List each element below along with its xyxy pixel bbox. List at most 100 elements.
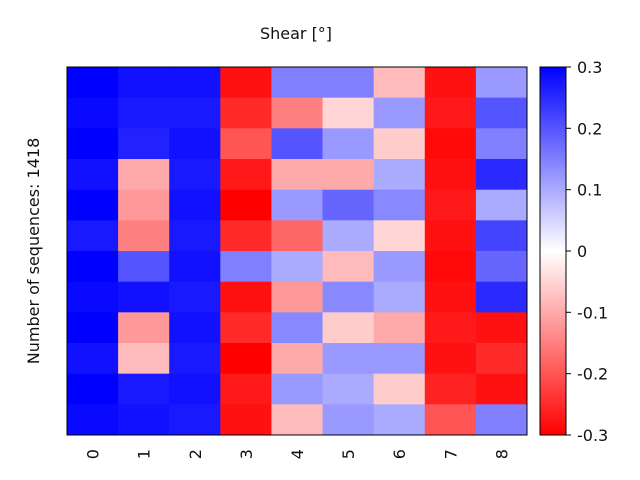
heatmap-cell: [373, 67, 426, 99]
heatmap-cell: [373, 189, 426, 221]
x-tick-label: 0: [84, 449, 103, 459]
x-tick-label: 8: [492, 449, 511, 459]
colorbar-tick-label: 0.3: [577, 58, 602, 77]
heatmap-cell: [118, 373, 170, 405]
heatmap-cell: [67, 281, 119, 313]
heatmap-cell: [322, 251, 375, 283]
heatmap-cell: [475, 189, 528, 221]
heatmap-cell: [322, 343, 375, 375]
heatmap-cell: [322, 281, 375, 313]
heatmap-cell: [169, 67, 221, 99]
heatmap-cell: [424, 220, 477, 252]
heatmap-cell: [67, 251, 119, 283]
heatmap-cell: [169, 312, 221, 344]
heatmap-cell: [424, 281, 477, 313]
heatmap-cell: [373, 251, 426, 283]
heatmap-cell: [424, 373, 477, 405]
heatmap-cell: [424, 97, 477, 129]
heatmap-cell: [169, 220, 221, 252]
heatmap-cell: [118, 251, 170, 283]
heatmap-cell: [67, 404, 119, 436]
heatmap-cell: [475, 281, 528, 313]
heatmap-cell: [169, 373, 221, 405]
colorbar-tick-label: 0: [577, 242, 587, 261]
heatmap-cell: [373, 343, 426, 375]
heatmap-cell: [67, 128, 119, 160]
x-tick-label: 5: [339, 449, 358, 459]
colorbar-tick-label: 0.1: [577, 181, 602, 200]
heatmap-cell: [67, 220, 119, 252]
heatmap-cell: [67, 343, 119, 375]
heatmap-cell: [373, 97, 426, 129]
heatmap-cell: [169, 343, 221, 375]
heatmap-cell: [322, 159, 375, 191]
heatmap-cell: [475, 312, 528, 344]
heatmap-cell: [424, 159, 477, 191]
heatmap-cell: [220, 189, 272, 221]
heatmap-cell: [271, 251, 324, 283]
heatmap-cell: [373, 281, 426, 313]
colorbar-tick-label: -0.1: [577, 303, 608, 322]
heatmap-cell: [118, 312, 170, 344]
heatmap-cell: [271, 404, 324, 436]
x-tick-label: 7: [441, 449, 460, 459]
plot-frame: [66, 66, 528, 436]
x-tick-label: 3: [237, 449, 256, 459]
heatmap-cell: [271, 159, 324, 191]
heatmap-cell: [67, 67, 119, 99]
heatmap-cell: [118, 220, 170, 252]
heatmap-cell: [373, 128, 426, 160]
heatmap-cell: [475, 159, 528, 191]
heatmap-cell: [424, 128, 477, 160]
heatmap-cell: [475, 128, 528, 160]
heatmap-cell: [424, 404, 477, 436]
colorbar-ticks: 0.3 0.2 0.1 0 -0.1 -0.2 -0.3: [566, 58, 608, 445]
colorbar-tick-label: -0.2: [577, 365, 608, 384]
heatmap-cell: [118, 404, 170, 436]
heatmap-cell: [475, 67, 528, 99]
heatmap-cell: [424, 251, 477, 283]
heatmap-cell: [322, 373, 375, 405]
heatmap-cell: [169, 404, 221, 436]
heatmap-cell: [424, 67, 477, 99]
heatmap-cell: [271, 312, 324, 344]
heatmap-cell: [169, 189, 221, 221]
heatmap-cell: [220, 373, 272, 405]
heatmap-cell: [424, 189, 477, 221]
x-tick-label: 1: [135, 449, 154, 459]
colorbar-tick-label: -0.3: [577, 426, 608, 445]
heatmap-cell: [220, 159, 272, 191]
heatmap-cell: [67, 312, 119, 344]
heatmap-cell: [220, 128, 272, 160]
heatmap-cell: [220, 312, 272, 344]
heatmap-cell: [322, 312, 375, 344]
heatmap-cell: [271, 97, 324, 129]
heatmap-cell: [373, 312, 426, 344]
heatmap-cell: [322, 404, 375, 436]
heatmap-cell: [118, 189, 170, 221]
heatmap-cell: [169, 281, 221, 313]
heatmap-cell: [67, 97, 119, 129]
heatmap-cell: [220, 281, 272, 313]
colorbar: [539, 66, 567, 436]
heatmap-cell: [322, 97, 375, 129]
heatmap-cell: [118, 343, 170, 375]
colorbar-tick-label: 0.2: [577, 119, 602, 138]
heatmap-cell: [475, 251, 528, 283]
heatmap-cell: [424, 343, 477, 375]
heatmap-cell: [118, 97, 170, 129]
heatmap-cell: [322, 189, 375, 221]
heatmap-cell: [271, 128, 324, 160]
heatmap-cell: [271, 67, 324, 99]
heatmap-cell: [118, 281, 170, 313]
heatmap-cell: [118, 159, 170, 191]
heatmap-cell: [220, 97, 272, 129]
heatmap-cell: [67, 189, 119, 221]
heatmap-cell: [118, 67, 170, 99]
heatmap-cell: [475, 97, 528, 129]
heatmap-cell: [373, 159, 426, 191]
heatmap-cell: [271, 220, 324, 252]
heatmap-cell: [220, 251, 272, 283]
